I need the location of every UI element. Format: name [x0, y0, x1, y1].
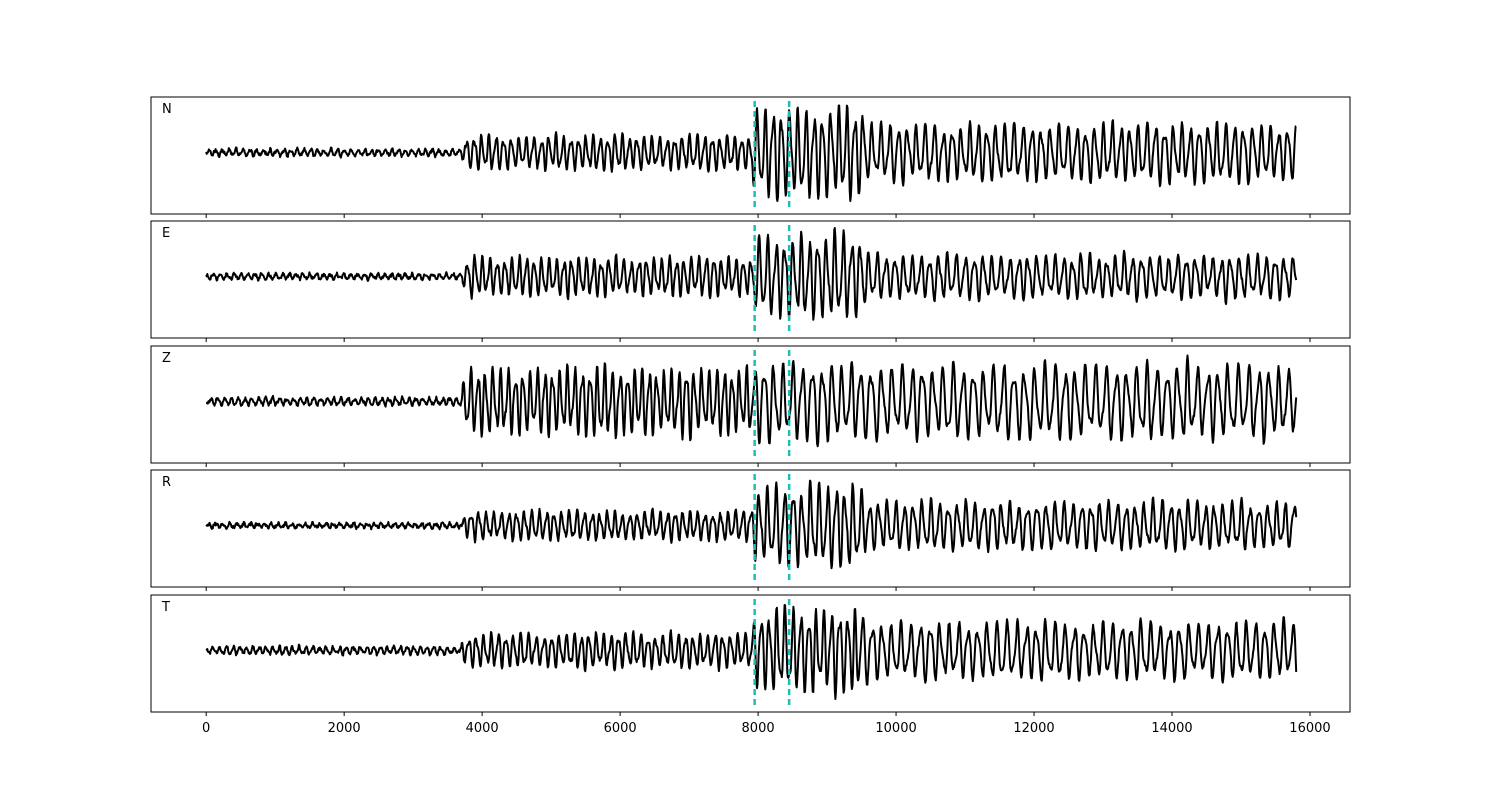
panel-t: T	[150, 594, 1351, 716]
panel-e: E	[150, 220, 1351, 342]
waveform-e	[205, 227, 1298, 321]
x-tick-label: 8000	[742, 721, 775, 736]
panel-frame	[150, 220, 1351, 339]
panel-label-e: E	[162, 226, 170, 241]
panel-z: Z	[150, 345, 1351, 467]
x-tick-label: 6000	[604, 721, 637, 736]
x-tick-label: 0	[202, 721, 210, 736]
trace-panels: N E Z R T	[150, 96, 1351, 716]
x-tick-label: 4000	[466, 721, 499, 736]
panel-label-r: R	[162, 475, 171, 490]
panel-label-n: N	[162, 102, 172, 117]
panel-r: R	[150, 469, 1351, 591]
waveform-z	[205, 354, 1298, 448]
waveform-r	[205, 479, 1298, 570]
x-tick-label: 10000	[875, 721, 916, 736]
panel-n: N	[150, 96, 1351, 218]
x-axis: 0 2000 4000 6000 8000 10000 12000 14000 16000	[202, 721, 1331, 736]
waveform-n	[205, 104, 1297, 202]
x-tick-label: 12000	[1013, 721, 1054, 736]
waveform-t	[205, 603, 1298, 700]
x-tick-label: 16000	[1289, 721, 1330, 736]
x-tick-label: 2000	[328, 721, 361, 736]
x-tick-label: 14000	[1151, 721, 1192, 736]
panel-label-z: Z	[162, 351, 171, 366]
panel-label-t: T	[161, 600, 170, 615]
